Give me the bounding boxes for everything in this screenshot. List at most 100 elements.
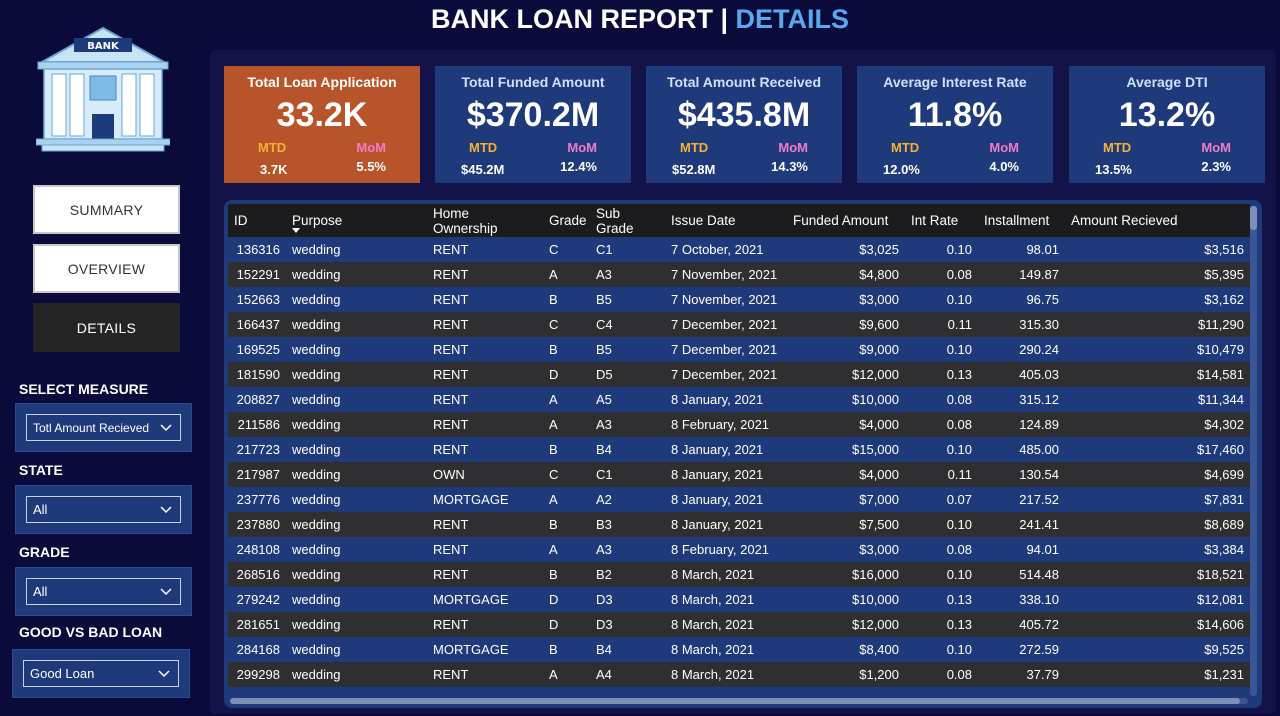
state-select[interactable]: All	[26, 496, 181, 523]
column-header[interactable]: Grade	[543, 204, 590, 237]
column-header[interactable]: Issue Date	[665, 204, 787, 237]
table-row[interactable]: 169525 wedding RENT B B5 7 December, 2021 $9,0…	[228, 337, 1250, 362]
table-cell: 405.03	[978, 362, 1065, 387]
kpi-mtd-label: MTD	[469, 140, 498, 155]
table-cell: C	[543, 237, 590, 262]
state-value: All	[33, 502, 48, 517]
column-header[interactable]: Purpose	[286, 204, 427, 237]
kpi-interest-rate: Average Interest Rate 11.8% MTD MoM 12.0…	[857, 66, 1053, 183]
table-cell: RENT	[427, 287, 543, 312]
table-cell: 0.10	[905, 337, 978, 362]
table-cell: 268516	[228, 562, 286, 587]
table-cell: RENT	[427, 362, 543, 387]
loan-select[interactable]: Good Loan	[23, 660, 179, 687]
state-label: STATE	[19, 462, 63, 478]
table-cell: wedding	[286, 562, 427, 587]
table-cell: $8,400	[787, 637, 905, 662]
table-row[interactable]: 166437 wedding RENT C C4 7 December, 2021 $9,6…	[228, 312, 1250, 337]
table-cell: 0.07	[905, 487, 978, 512]
logo-sign-text: BANK	[87, 41, 120, 52]
table-cell: 8 March, 2021	[665, 587, 787, 612]
table-cell: 0.11	[905, 312, 978, 337]
grade-select[interactable]: All	[26, 578, 181, 605]
chevron-down-icon	[160, 506, 172, 514]
nav-summary-button[interactable]: SUMMARY	[33, 185, 180, 234]
title-section: DETAILS	[735, 4, 850, 34]
table-cell: 217987	[228, 462, 286, 487]
table-row[interactable]: 237880 wedding RENT B B3 8 January, 2021 $7,50…	[228, 512, 1250, 537]
table-cell: $4,699	[1065, 462, 1250, 487]
column-header[interactable]: Home Ownership	[427, 204, 543, 237]
kpi-title: Average DTI	[1126, 74, 1208, 90]
table-row[interactable]: 268516 wedding RENT B B2 8 March, 2021 $16,000…	[228, 562, 1250, 587]
table-cell: D	[543, 362, 590, 387]
table-row[interactable]: 136316 wedding RENT C C1 7 October, 2021 $3,02…	[228, 237, 1250, 262]
table-cell: 8 January, 2021	[665, 437, 787, 462]
table-row[interactable]: 299298 wedding RENT A A4 8 March, 2021 $1,200 0…	[228, 662, 1250, 687]
table-cell: $18,521	[1065, 562, 1250, 587]
table-row[interactable]: 281651 wedding RENT D D3 8 March, 2021 $12,000…	[228, 612, 1250, 637]
table-cell: 248108	[228, 537, 286, 562]
table-row[interactable]: 217987 wedding OWN C C1 8 January, 2021 $4,000…	[228, 462, 1250, 487]
horizontal-scrollbar[interactable]	[230, 698, 1248, 704]
column-header[interactable]: ID	[228, 204, 286, 237]
details-table-panel: ID Purpose Home Ownership Grade Sub Grade Iss…	[224, 200, 1262, 708]
table-cell: 0.08	[905, 387, 978, 412]
table-cell: 149.87	[978, 262, 1065, 287]
table-cell: $10,479	[1065, 337, 1250, 362]
table-cell: MORTGAGE	[427, 487, 543, 512]
table-cell: RENT	[427, 237, 543, 262]
table-cell: $12,000	[787, 612, 905, 637]
nav-overview-button[interactable]: OVERVIEW	[33, 244, 180, 293]
table-cell: 136316	[228, 237, 286, 262]
table-cell: 8 March, 2021	[665, 662, 787, 687]
table-row[interactable]: 217723 wedding RENT B B4 8 January, 2021 $15,0…	[228, 437, 1250, 462]
table-cell: $10,000	[787, 587, 905, 612]
horizontal-scroll-thumb[interactable]	[230, 698, 1240, 704]
nav-details-button[interactable]: DETAILS	[33, 303, 180, 352]
table-row[interactable]: 279242 wedding MORTGAGE D D3 8 March, 2021 $10…	[228, 587, 1250, 612]
details-table: ID Purpose Home Ownership Grade Sub Grade Iss…	[228, 204, 1250, 687]
kpi-mtd-value: $45.2M	[461, 162, 505, 177]
kpi-value: 11.8%	[907, 96, 1003, 134]
table-cell: wedding	[286, 587, 427, 612]
table-cell: wedding	[286, 537, 427, 562]
table-cell: B5	[590, 337, 665, 362]
loan-value: Good Loan	[30, 666, 95, 681]
table-cell: MORTGAGE	[427, 637, 543, 662]
table-row[interactable]: 211586 wedding RENT A A3 8 February, 2021 $4,0…	[228, 412, 1250, 437]
title-main: BANK LOAN REPORT |	[430, 4, 736, 34]
table-cell: 7 December, 2021	[665, 312, 787, 337]
column-header[interactable]: Sub Grade	[590, 204, 665, 237]
table-cell: B	[543, 337, 590, 362]
table-cell: 8 February, 2021	[665, 412, 787, 437]
table-cell: 299298	[228, 662, 286, 687]
state-filter: All	[15, 485, 192, 534]
table-cell: 0.08	[905, 537, 978, 562]
column-header[interactable]: Installment	[978, 204, 1065, 237]
grade-filter: All	[15, 567, 192, 616]
vertical-scrollbar[interactable]	[1250, 206, 1257, 696]
bank-logo-icon: BANK	[36, 26, 170, 152]
table-cell: wedding	[286, 387, 427, 412]
table-row[interactable]: 152291 wedding RENT A A3 7 November, 2021 $4,8…	[228, 262, 1250, 287]
table-cell: 279242	[228, 587, 286, 612]
measure-select[interactable]: Totl Amount Recieved	[26, 414, 181, 441]
table-cell: $3,025	[787, 237, 905, 262]
column-header[interactable]: Int Rate	[905, 204, 978, 237]
table-cell: wedding	[286, 512, 427, 537]
table-row[interactable]: 208827 wedding RENT A A5 8 January, 2021 $10,0…	[228, 387, 1250, 412]
table-cell: $4,800	[787, 262, 905, 287]
table-row[interactable]: 237776 wedding MORTGAGE A A2 8 January, 2021 $…	[228, 487, 1250, 512]
table-cell: A3	[590, 412, 665, 437]
vertical-scroll-thumb[interactable]	[1250, 206, 1257, 230]
column-header[interactable]: Amount Recieved	[1065, 204, 1250, 237]
table-cell: 485.00	[978, 437, 1065, 462]
table-cell: 98.01	[978, 237, 1065, 262]
column-header[interactable]: Funded Amount	[787, 204, 905, 237]
chevron-down-icon	[160, 424, 172, 432]
table-row[interactable]: 181590 wedding RENT D D5 7 December, 2021 $12,…	[228, 362, 1250, 387]
table-row[interactable]: 152663 wedding RENT B B5 7 November, 2021 $3,0…	[228, 287, 1250, 312]
table-row[interactable]: 284168 wedding MORTGAGE B B4 8 March, 2021 $8,…	[228, 637, 1250, 662]
table-row[interactable]: 248108 wedding RENT A A3 8 February, 2021 $3,0…	[228, 537, 1250, 562]
